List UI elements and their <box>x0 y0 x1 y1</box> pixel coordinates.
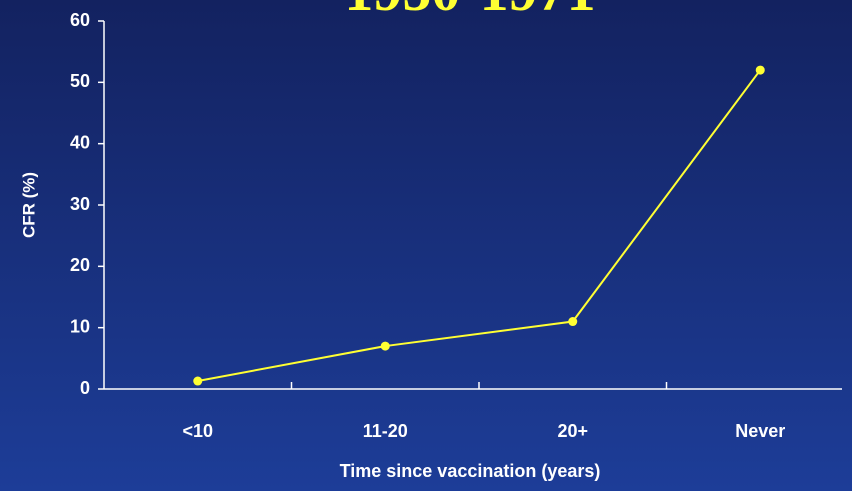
data-point <box>193 376 203 386</box>
x-tick-label: Never <box>735 421 785 441</box>
x-axis-label: Time since vaccination (years) <box>340 461 601 481</box>
y-tick-label: 60 <box>70 10 90 30</box>
y-tick-label: 20 <box>70 255 90 275</box>
y-axis-label: CFR (%) <box>19 172 38 238</box>
data-point <box>568 317 578 327</box>
data-point <box>380 341 390 351</box>
y-tick-label: 10 <box>70 316 90 336</box>
y-tick-label: 0 <box>80 378 90 398</box>
chart-title: 1950-1971 <box>344 0 595 23</box>
y-tick-label: 40 <box>70 132 90 152</box>
data-line <box>197 69 762 383</box>
x-tick-label: <10 <box>182 421 213 441</box>
data-point <box>755 65 765 75</box>
x-tick-label: 11-20 <box>363 421 408 441</box>
y-tick-label: 30 <box>70 194 90 214</box>
x-tick-label: 20+ <box>557 421 588 441</box>
y-tick-label: 50 <box>70 71 90 91</box>
